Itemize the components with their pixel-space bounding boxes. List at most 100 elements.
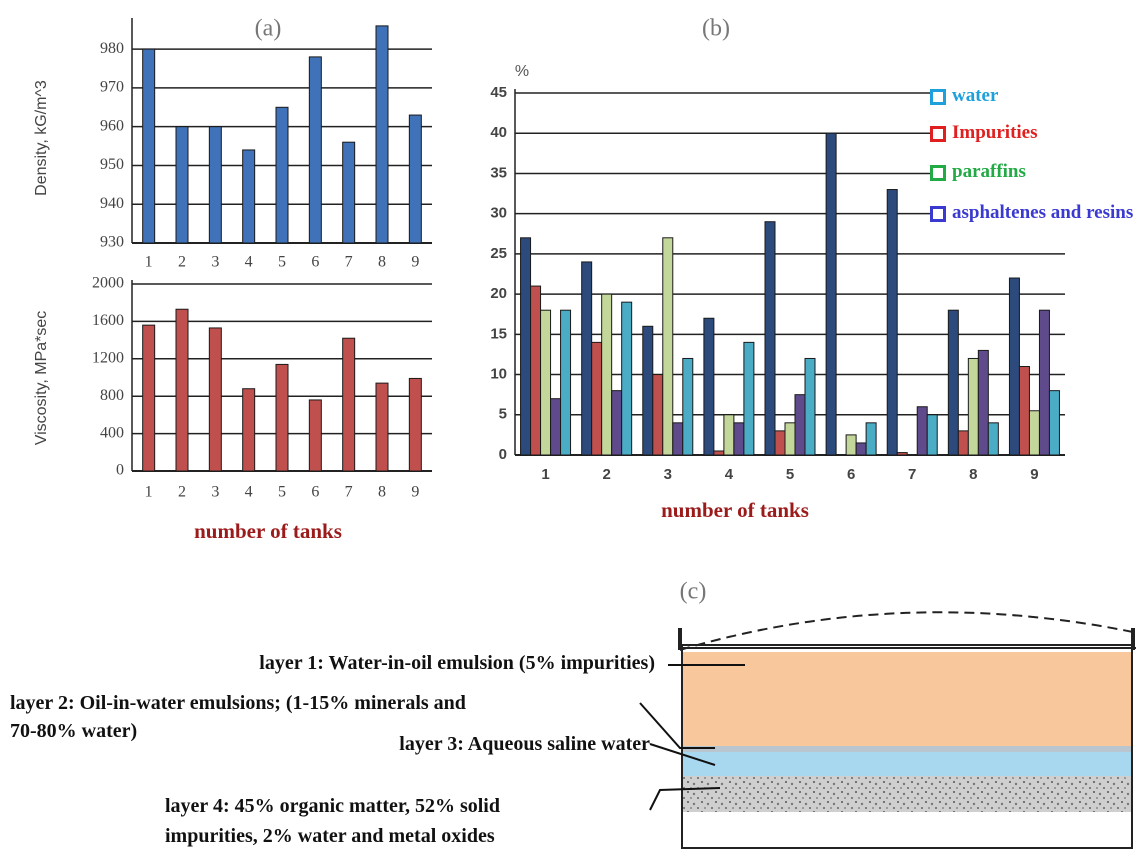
bar [176, 127, 188, 243]
x-tick-label: 8 [378, 484, 386, 501]
bar [927, 415, 937, 455]
bar [897, 453, 907, 455]
legend-label: Impurities [952, 121, 1038, 145]
x-tick-label: 4 [725, 466, 734, 483]
bar [775, 431, 785, 455]
x-tick-label: 5 [786, 466, 794, 483]
layer-label: layer 1: Water-in-oil emulsion (5% impur… [259, 648, 655, 678]
y-tick-label: 20 [490, 285, 507, 302]
y-tick-label: 30 [490, 205, 507, 222]
bar [988, 423, 998, 455]
bar [917, 407, 927, 455]
bar [856, 443, 866, 455]
y-tick-label: 2000 [92, 275, 124, 292]
chart-title: (b) [702, 16, 730, 42]
x-tick-label: 6 [847, 466, 855, 483]
x-tick-label: 5 [278, 484, 286, 501]
legend-swatch [930, 89, 946, 105]
bar [143, 49, 155, 243]
y-tick-label: 0 [116, 462, 124, 479]
figure: (c) 930940950960970980123456789(a)Densit… [0, 0, 1148, 864]
x-tick-label: 6 [311, 254, 319, 271]
x-tick-label: 7 [345, 254, 353, 271]
x-tick-label: 5 [278, 254, 286, 271]
y-tick-label: 980 [100, 40, 124, 57]
x-tick-label: 8 [378, 254, 386, 271]
layer-label: layer 3: Aqueous saline water [399, 729, 650, 759]
bar [643, 326, 653, 455]
bar [805, 358, 815, 455]
bar [846, 435, 856, 455]
bar [409, 378, 421, 471]
x-tick-label: 4 [245, 484, 253, 501]
bar [243, 389, 255, 471]
y-tick-label: 40 [490, 124, 507, 141]
bar [785, 423, 795, 455]
y-tick-label: 0 [499, 446, 507, 463]
bar [343, 338, 355, 471]
bar [724, 415, 734, 455]
layer-label: layer 4: 45% organic matter, 52% solid [165, 791, 500, 821]
legend-item: water [930, 84, 1145, 108]
bar [653, 375, 663, 455]
bar [795, 395, 805, 455]
bar [209, 328, 221, 471]
bar [673, 423, 683, 455]
x-tick-label: 2 [178, 254, 186, 271]
legend-item: asphaltenes and resins [930, 201, 1145, 225]
bar [551, 399, 561, 455]
bar [176, 309, 188, 471]
layer-label: impurities, 2% water and metal oxides [165, 821, 495, 851]
layer-label: 70-80% water) [10, 716, 137, 746]
x-axis-label: number of tanks [661, 498, 809, 522]
bar [309, 57, 321, 243]
bar [409, 115, 421, 243]
y-tick-label: 960 [100, 117, 124, 134]
bar [714, 451, 724, 455]
bar [309, 400, 321, 471]
y-tick-label: 25 [490, 245, 507, 262]
bar [663, 238, 673, 455]
x-tick-label: 4 [245, 254, 253, 271]
bar [1049, 391, 1059, 455]
y-axis-label: % [515, 63, 529, 80]
chart-title: (a) [255, 16, 282, 42]
bar [622, 302, 632, 455]
x-tick-label: 3 [211, 254, 219, 271]
x-tick-label: 3 [211, 484, 219, 501]
y-tick-label: 970 [100, 79, 124, 96]
x-tick-label: 9 [411, 254, 419, 271]
bar [1039, 310, 1049, 455]
y-tick-label: 35 [490, 164, 507, 181]
bar [734, 423, 744, 455]
bar [866, 423, 876, 455]
bar [1009, 278, 1019, 455]
bar [968, 358, 978, 455]
layer-label: layer 2: Oil-in-water emulsions; (1-15% … [10, 688, 466, 718]
x-tick-label: 6 [311, 484, 319, 501]
bar [541, 310, 551, 455]
bar [1029, 411, 1039, 455]
x-tick-label: 1 [145, 484, 153, 501]
diagram-title: (c) [680, 579, 707, 605]
tank [640, 612, 1136, 848]
y-tick-label: 15 [490, 325, 507, 342]
bar [602, 294, 612, 455]
x-tick-label: 9 [1030, 466, 1038, 483]
legend-item: Impurities [930, 121, 1145, 145]
y-tick-label: 10 [490, 366, 507, 383]
x-tick-label: 2 [602, 466, 610, 483]
bar [561, 310, 571, 455]
bar [276, 107, 288, 243]
bar [582, 262, 592, 455]
y-tick-label: 400 [100, 424, 124, 441]
bar [744, 342, 754, 455]
bar [343, 142, 355, 243]
legend-item: paraffins [930, 160, 1145, 184]
x-tick-label: 2 [178, 484, 186, 501]
legend-label: asphaltenes and resins [952, 201, 1133, 225]
bar [531, 286, 541, 455]
bar [826, 133, 836, 455]
bar [276, 364, 288, 471]
x-tick-label: 7 [908, 466, 916, 483]
